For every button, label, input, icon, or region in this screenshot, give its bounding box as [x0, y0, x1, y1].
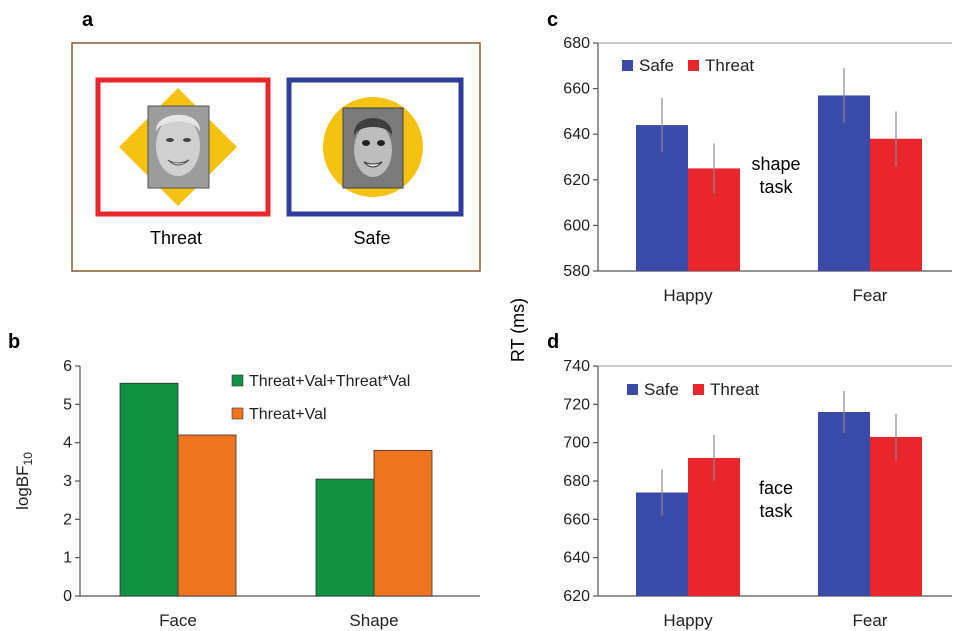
- safe-caption: Safe: [353, 228, 390, 248]
- threat-caption: Threat: [150, 228, 202, 248]
- y-tick-label: 6: [63, 358, 72, 375]
- x-tick-label-fear: Fear: [853, 611, 888, 630]
- y-axis-label: logBF10: [13, 452, 35, 510]
- y-tick-label: 740: [563, 358, 590, 375]
- y-tick-label: 660: [563, 81, 590, 98]
- happy-face-image: [147, 105, 210, 189]
- y-tick-label: 700: [563, 435, 590, 452]
- bar-threat-fear: [870, 436, 922, 596]
- legend-label: Safe: [644, 380, 679, 399]
- y-tick-label: 580: [563, 263, 590, 280]
- y-tick-label: 600: [563, 217, 590, 234]
- panel-a-label: a: [82, 9, 94, 31]
- face-task-annotation-line2: task: [759, 501, 793, 521]
- y-tick-label: 640: [563, 550, 590, 567]
- bar-threat-val-shape: [373, 449, 433, 597]
- panel-b-label: b: [8, 331, 20, 353]
- y-tick-label: 640: [563, 126, 590, 143]
- y-tick-label: 2: [63, 511, 72, 528]
- y-tick-label: 620: [563, 172, 590, 189]
- y-tick-label: 680: [563, 473, 590, 490]
- y-tick-label: 720: [563, 396, 590, 413]
- chart-c: 580 600 620 640 660 680 Happy Fear Safe Threat: [563, 35, 952, 305]
- y-tick-label: 0: [63, 588, 72, 605]
- y-tick-label: 5: [63, 396, 72, 413]
- threat-border: [95, 77, 271, 217]
- bar-threat-val-threat-val-face: [119, 382, 179, 597]
- bar-threat-val-face: [177, 434, 237, 597]
- legend-label: Threat+Val+Threat*Val: [249, 373, 410, 390]
- x-tick-label-face: Face: [159, 611, 197, 630]
- shape-task-annotation-line1: shape: [751, 154, 800, 174]
- y-tick-label: 660: [563, 511, 590, 528]
- legend-label: Threat: [710, 380, 759, 399]
- bar-threat-val-threat-val-shape: [315, 478, 375, 597]
- legend-label: Threat+Val: [249, 406, 327, 423]
- legend-swatch: [231, 374, 244, 387]
- y-tick-label: 680: [563, 35, 590, 52]
- legend-swatch: [693, 384, 704, 395]
- y-tick-label: 4: [63, 435, 72, 452]
- legend-label: Safe: [639, 56, 674, 75]
- panel-a: a Threat Safe: [71, 9, 481, 272]
- legend-swatch: [622, 60, 633, 71]
- legend-swatch: [688, 60, 699, 71]
- legend-label: Threat: [705, 56, 754, 75]
- x-tick-label-happy: Happy: [663, 286, 713, 305]
- x-tick-label-shape: Shape: [349, 611, 398, 630]
- rt-axis-label: RT (ms): [508, 298, 528, 362]
- x-tick-label-happy: Happy: [663, 611, 713, 630]
- face-task-annotation-line1: face: [759, 478, 793, 498]
- chart-d: 620 640 660 680 700 720 740 Happy Fear Safe Threat: [563, 358, 952, 630]
- y-tick-label: 620: [563, 588, 590, 605]
- safe-border: [286, 77, 464, 217]
- panel-c-label: c: [547, 9, 558, 31]
- panel-b: b 0 1 2 3 4 5 6 Face Shape Threat+Val+Threat*Val T…: [8, 331, 480, 630]
- chart-b: 0 1 2 3 4 5 6 Face Shape Threat+Val+Threat*Val Thr…: [13, 358, 480, 630]
- panel-d: d 620 640 660 680 700 720 740 Happy Fear Safe Thre…: [547, 331, 952, 630]
- panel-d-label: d: [547, 331, 559, 353]
- y-tick-label: 3: [63, 473, 72, 490]
- fear-face-image: [342, 107, 404, 189]
- bar-safe-fear: [818, 412, 870, 596]
- legend-swatch: [627, 384, 638, 395]
- legend-swatch: [231, 407, 244, 420]
- bar-safe-fear: [818, 95, 870, 271]
- shape-task-annotation-line2: task: [759, 177, 793, 197]
- y-tick-label: 1: [63, 550, 72, 567]
- x-tick-label-fear: Fear: [853, 286, 888, 305]
